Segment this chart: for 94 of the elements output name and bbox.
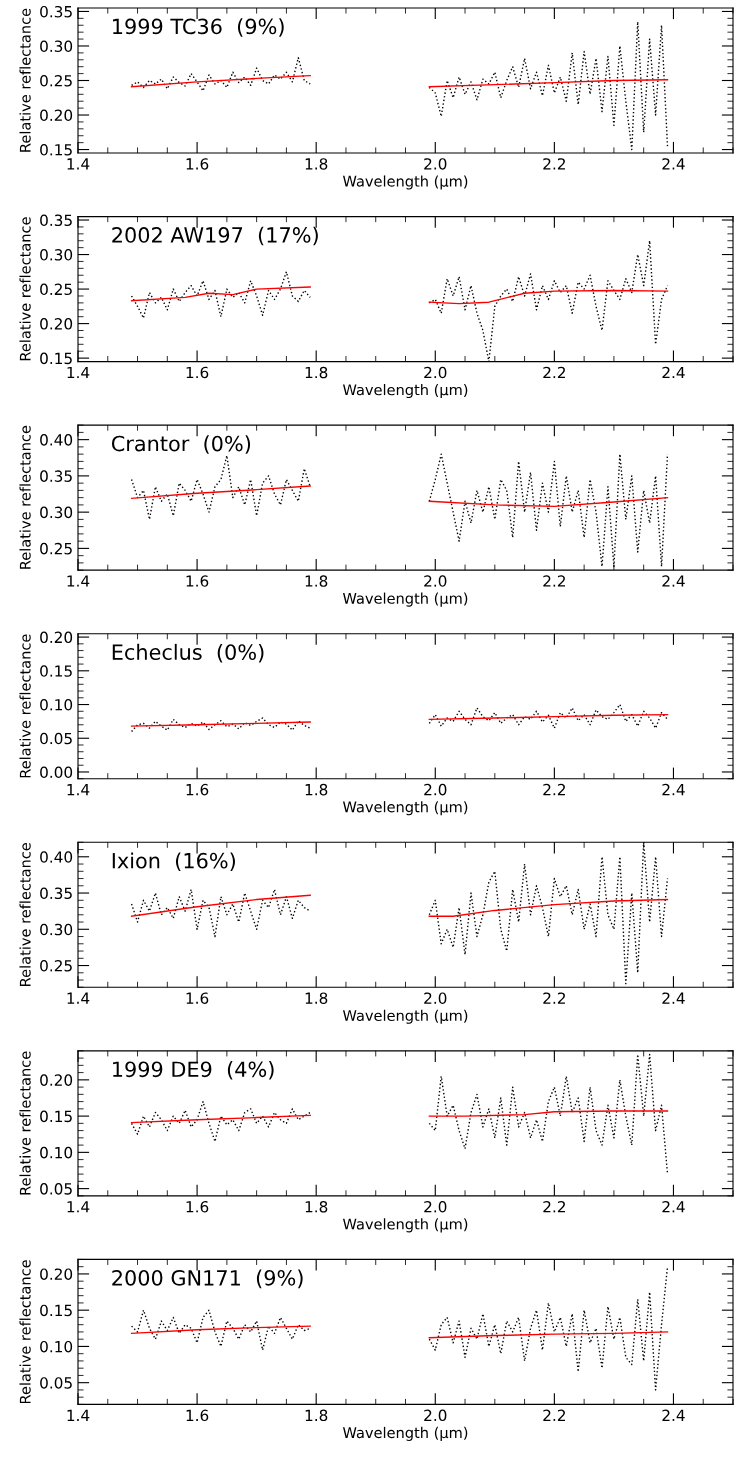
y-tick-label: 0.30 bbox=[40, 506, 73, 519]
y-tick-label: 0.40 bbox=[40, 434, 73, 446]
y-tick-label: 0.15 bbox=[40, 144, 72, 156]
y-axis-title: Relative reflectance bbox=[19, 1051, 31, 1195]
x-tick-label: 1.8 bbox=[305, 575, 328, 587]
y-tick-label: 0.40 bbox=[40, 851, 73, 863]
annotation: Echeclus (0%) bbox=[112, 643, 264, 663]
x-tick-label: 1.4 bbox=[67, 158, 90, 170]
x-axis-title: Wavelength (μm) bbox=[342, 175, 468, 190]
y-tick-label: 0.15 bbox=[40, 665, 72, 677]
x-tick-label: 2.2 bbox=[543, 992, 565, 1004]
x-tick-label: 1.6 bbox=[186, 575, 209, 587]
annotation: 2002 AW197 (17%) bbox=[112, 226, 318, 246]
x-tick-label: 1.6 bbox=[186, 992, 209, 1004]
x-tick-label: 2.2 bbox=[543, 158, 565, 170]
x-tick-label: 2.2 bbox=[543, 783, 565, 796]
x-tick-label: 2.4 bbox=[662, 158, 685, 170]
y-tick-label: 0.35 bbox=[40, 887, 72, 900]
annotation: Ixion (16%) bbox=[112, 852, 235, 872]
x-tick-label: 2.0 bbox=[424, 1409, 447, 1422]
y-tick-label: 0.20 bbox=[40, 631, 73, 644]
y-tick-label: 0.30 bbox=[40, 249, 73, 261]
x-tick-label: 1.8 bbox=[305, 1200, 328, 1213]
y-axis-title: Relative reflectance bbox=[19, 1260, 31, 1404]
y-tick-label: 0.20 bbox=[40, 109, 73, 122]
x-tick-label: 1.6 bbox=[186, 1200, 209, 1213]
y-tick-label: 0.10 bbox=[40, 1146, 73, 1159]
x-tick-label: 2.4 bbox=[662, 1409, 685, 1421]
y-tick-label: 0.35 bbox=[40, 214, 72, 227]
y-tick-label: 0.10 bbox=[40, 698, 73, 711]
annotation: Crantor (0%) bbox=[111, 435, 251, 454]
y-tick-label: 0.15 bbox=[40, 352, 72, 365]
x-tick-label: 2.4 bbox=[662, 992, 685, 1004]
x-tick-label: 2.2 bbox=[543, 1409, 565, 1421]
y-tick-label: 0.20 bbox=[40, 1074, 73, 1086]
y-tick-label: 0.25 bbox=[40, 542, 72, 555]
y-tick-label: 0.05 bbox=[40, 1183, 72, 1195]
y-tick-label: 0.05 bbox=[40, 732, 72, 745]
annotation: 2000 GN171 (9%) bbox=[112, 1269, 303, 1289]
x-tick-label: 2.2 bbox=[543, 575, 565, 587]
x-tick-label: 1.8 bbox=[305, 992, 328, 1004]
y-tick-label: 0.30 bbox=[40, 40, 73, 52]
x-tick-label: 2.0 bbox=[424, 1200, 447, 1213]
x-axis-title: Wavelength (μm) bbox=[342, 592, 468, 607]
x-tick-label: 1.4 bbox=[67, 575, 90, 587]
x-tick-label: 1.4 bbox=[67, 1201, 90, 1213]
x-tick-label: 2.4 bbox=[662, 783, 685, 796]
x-tick-label: 1.4 bbox=[67, 366, 90, 379]
x-tick-label: 2.2 bbox=[543, 366, 565, 379]
x-tick-label: 1.6 bbox=[186, 366, 209, 379]
x-tick-label: 2.0 bbox=[424, 158, 447, 170]
y-axis-title: Relative reflectance bbox=[19, 217, 31, 361]
x-tick-label: 2.0 bbox=[424, 366, 447, 379]
y-tick-label: 0.00 bbox=[40, 766, 73, 778]
y-tick-label: 0.25 bbox=[40, 283, 72, 296]
x-tick-label: 1.8 bbox=[305, 366, 328, 379]
x-tick-label: 2.0 bbox=[424, 575, 447, 587]
x-tick-label: 1.6 bbox=[186, 1409, 209, 1422]
x-tick-label: 2.4 bbox=[662, 575, 685, 587]
y-axis-title: Relative reflectance bbox=[19, 8, 31, 152]
x-axis-title: Wavelength (μm) bbox=[342, 1426, 468, 1441]
x-tick-label: 2.4 bbox=[662, 1200, 685, 1213]
x-tick-label: 1.4 bbox=[67, 1409, 90, 1421]
x-tick-label: 2.0 bbox=[424, 783, 447, 796]
x-tick-label: 1.4 bbox=[67, 992, 90, 1004]
x-tick-label: 1.4 bbox=[67, 784, 90, 796]
x-tick-label: 1.8 bbox=[305, 1409, 328, 1422]
y-tick-label: 0.15 bbox=[40, 1304, 72, 1317]
y-tick-label: 0.30 bbox=[40, 923, 73, 936]
y-tick-label: 0.25 bbox=[40, 960, 72, 972]
annotation: 1999 TC36 (9%) bbox=[113, 18, 284, 37]
annotation: 1999 DE9 (4%) bbox=[113, 1061, 274, 1080]
y-tick-label: 0.35 bbox=[40, 5, 72, 18]
y-tick-label: 0.20 bbox=[40, 318, 73, 330]
x-tick-label: 1.8 bbox=[305, 783, 328, 796]
x-axis-title: Wavelength (μm) bbox=[342, 1218, 468, 1233]
x-axis-title: Wavelength (μm) bbox=[342, 801, 468, 816]
y-tick-label: 0.20 bbox=[40, 1268, 73, 1280]
y-axis-title: Relative reflectance bbox=[19, 842, 31, 986]
y-tick-label: 0.25 bbox=[40, 74, 72, 87]
x-axis-title: Wavelength (μm) bbox=[342, 384, 468, 399]
x-tick-label: 1.6 bbox=[186, 783, 209, 796]
x-tick-label: 1.6 bbox=[186, 158, 209, 170]
y-tick-label: 0.05 bbox=[40, 1377, 72, 1389]
x-tick-label: 2.4 bbox=[662, 366, 685, 379]
x-tick-label: 2.2 bbox=[543, 1200, 565, 1213]
x-axis-title: Wavelength (μm) bbox=[342, 1009, 468, 1024]
y-tick-label: 0.35 bbox=[40, 470, 72, 482]
x-tick-label: 1.8 bbox=[305, 158, 328, 170]
y-axis-title: Relative reflectance bbox=[19, 634, 31, 778]
y-tick-label: 0.10 bbox=[40, 1340, 73, 1353]
x-tick-label: 2.0 bbox=[424, 992, 447, 1004]
y-axis-title: Relative reflectance bbox=[19, 425, 31, 569]
y-tick-label: 0.15 bbox=[40, 1110, 72, 1123]
